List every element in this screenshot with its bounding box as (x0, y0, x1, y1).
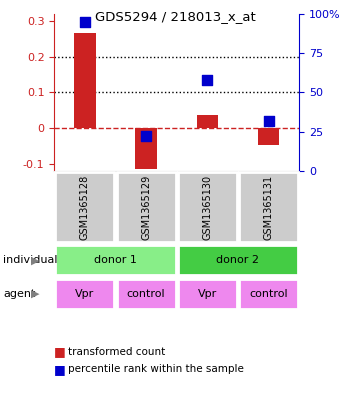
Bar (258, 128, 279, 145)
Text: agent: agent (4, 289, 36, 299)
Text: Vpr: Vpr (75, 289, 94, 299)
Point (204, 77, 210, 83)
Text: ■: ■ (54, 363, 66, 376)
Bar (55, 245, 176, 275)
Bar (117, 173, 175, 242)
Bar (74, 33, 96, 128)
Text: transformed count: transformed count (68, 347, 166, 357)
Text: individual: individual (4, 255, 58, 265)
Bar (239, 279, 298, 309)
Point (144, 133, 149, 140)
Text: GSM1365131: GSM1365131 (264, 175, 274, 240)
Bar (117, 279, 175, 309)
Text: control: control (249, 289, 288, 299)
Text: ■: ■ (54, 345, 66, 358)
Text: percentile rank within the sample: percentile rank within the sample (68, 364, 244, 375)
Text: GDS5294 / 218013_x_at: GDS5294 / 218013_x_at (94, 10, 256, 23)
Bar (135, 128, 157, 169)
Text: ▶: ▶ (31, 255, 39, 265)
Text: GSM1365128: GSM1365128 (80, 174, 90, 240)
Text: GSM1365130: GSM1365130 (202, 175, 212, 240)
Bar (197, 114, 218, 128)
Text: Vpr: Vpr (198, 289, 217, 299)
Bar (178, 279, 237, 309)
Point (82, 18, 88, 25)
Bar (55, 173, 114, 242)
Text: control: control (127, 289, 166, 299)
Bar (178, 173, 237, 242)
Text: donor 2: donor 2 (217, 255, 259, 265)
Point (266, 118, 272, 124)
Text: ▶: ▶ (31, 289, 39, 299)
Text: donor 1: donor 1 (94, 255, 137, 265)
Text: GSM1365129: GSM1365129 (141, 174, 151, 240)
Bar (55, 279, 114, 309)
Bar (239, 173, 298, 242)
Bar (178, 245, 298, 275)
